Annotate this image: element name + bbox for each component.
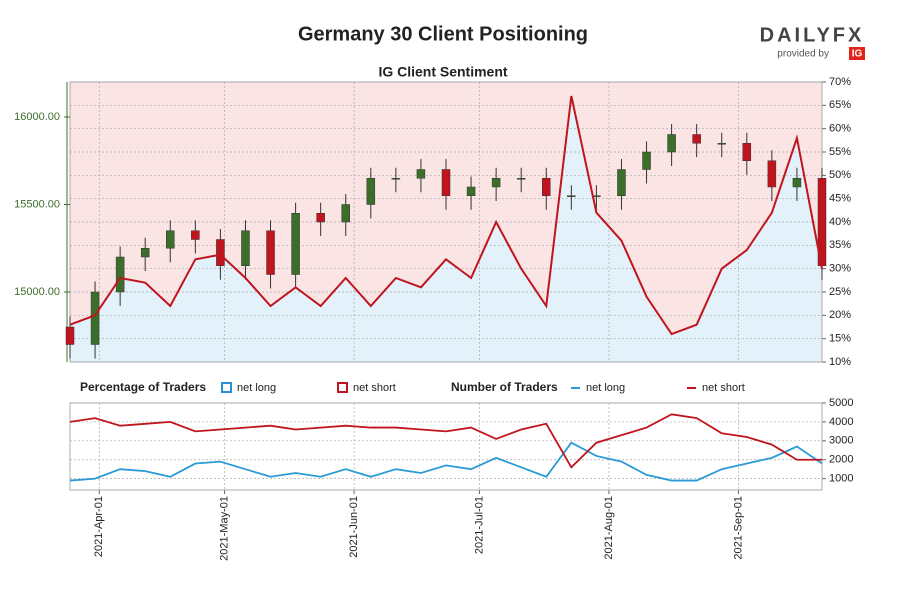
candle-body [191, 230, 200, 240]
y2-tick-label: 45% [829, 193, 851, 205]
x-tick-label: 2021-Aug-01 [603, 496, 615, 560]
y2-tick-label: 25% [829, 286, 851, 298]
candle-body [542, 178, 551, 196]
y2-tick-label: 60% [829, 123, 851, 135]
y-tick-label: 2000 [829, 454, 853, 466]
candle-body [742, 143, 752, 161]
logo-badge-text: IG [852, 49, 863, 60]
logo-provided-by: provided by [777, 49, 829, 60]
legend-label: net long [586, 382, 625, 394]
candle-body [291, 213, 300, 275]
y2-tick-label: 15% [829, 333, 851, 345]
candle-body [617, 169, 626, 196]
y2-tick-label: 40% [829, 216, 851, 228]
y-tick-label: 16000.00 [14, 111, 60, 123]
candle-body [567, 195, 576, 197]
candle-body [341, 204, 350, 223]
y-tick-label: 3000 [829, 435, 853, 447]
x-tick-label: 2021-Sep-01 [732, 496, 744, 560]
candle-body [416, 169, 426, 179]
x-tick-label: 2021-Apr-01 [93, 496, 105, 557]
y-tick-label: 15000.00 [14, 286, 60, 298]
y2-tick-label: 20% [829, 309, 851, 321]
legend-label: net short [353, 382, 396, 394]
candle-body [667, 134, 676, 153]
legend-swatch [221, 382, 232, 393]
candle-body [516, 178, 526, 180]
logo: DAILYFX [760, 24, 865, 46]
legend-label: net short [702, 382, 745, 394]
candle-body [466, 186, 476, 196]
candle-body [692, 134, 701, 144]
candle-body [166, 230, 175, 249]
traders-line [69, 413, 822, 469]
chart-subtitle: IG Client Sentiment [378, 64, 507, 80]
y-tick-label: 1000 [829, 473, 853, 485]
candle-body [642, 151, 651, 170]
candle-body [792, 178, 802, 188]
x-tick-label: 2021-Jul-01 [473, 496, 485, 554]
candle-body [316, 213, 325, 223]
candle-body [140, 248, 150, 258]
y2-tick-label: 55% [829, 146, 851, 158]
candle-body [115, 256, 125, 293]
panel-frame [69, 402, 823, 491]
candle-body [441, 169, 451, 196]
logo-badge [849, 47, 865, 60]
candle-body [491, 178, 501, 188]
candle-body [767, 160, 777, 188]
legend-label: net long [237, 382, 276, 394]
x-tick-label: 2021-Jun-01 [348, 496, 360, 558]
sentiment-line [69, 95, 823, 336]
candle-body [391, 178, 401, 180]
candle-body [717, 143, 726, 145]
y2-tick-label: 30% [829, 263, 851, 275]
y2-tick-label: 10% [829, 356, 851, 368]
candle-body [65, 326, 75, 345]
candle-body [241, 230, 250, 266]
traders-line [69, 441, 823, 482]
y2-tick-label: 50% [829, 169, 851, 181]
candle-body [90, 291, 100, 345]
x-tick-label: 2021-May-01 [218, 496, 230, 561]
sentiment-panel: 15000.00 15500.00 16000.00 10% 15% 20% 25% 30% 3… [14, 76, 851, 368]
legend-title: Percentage of Traders [80, 380, 206, 394]
chart-title: Germany 30 Client Positioning [298, 23, 588, 45]
legend-title: Number of Traders [451, 380, 558, 394]
candle-body [266, 230, 275, 275]
candle-body [216, 239, 225, 266]
legend-swatch [337, 382, 348, 393]
y2-tick-label: 65% [829, 99, 851, 111]
y-tick-label: 15500.00 [14, 198, 60, 210]
y-tick-label: 4000 [829, 416, 853, 428]
y2-tick-label: 70% [829, 76, 851, 88]
y-tick-label: 5000 [829, 397, 853, 409]
y2-tick-label: 35% [829, 239, 851, 251]
long-area [70, 96, 822, 362]
traders-panel: 1000 2000 3000 4000 5000 2021-Apr-01 2021-May-… [69, 397, 853, 561]
candle-body [366, 178, 376, 205]
